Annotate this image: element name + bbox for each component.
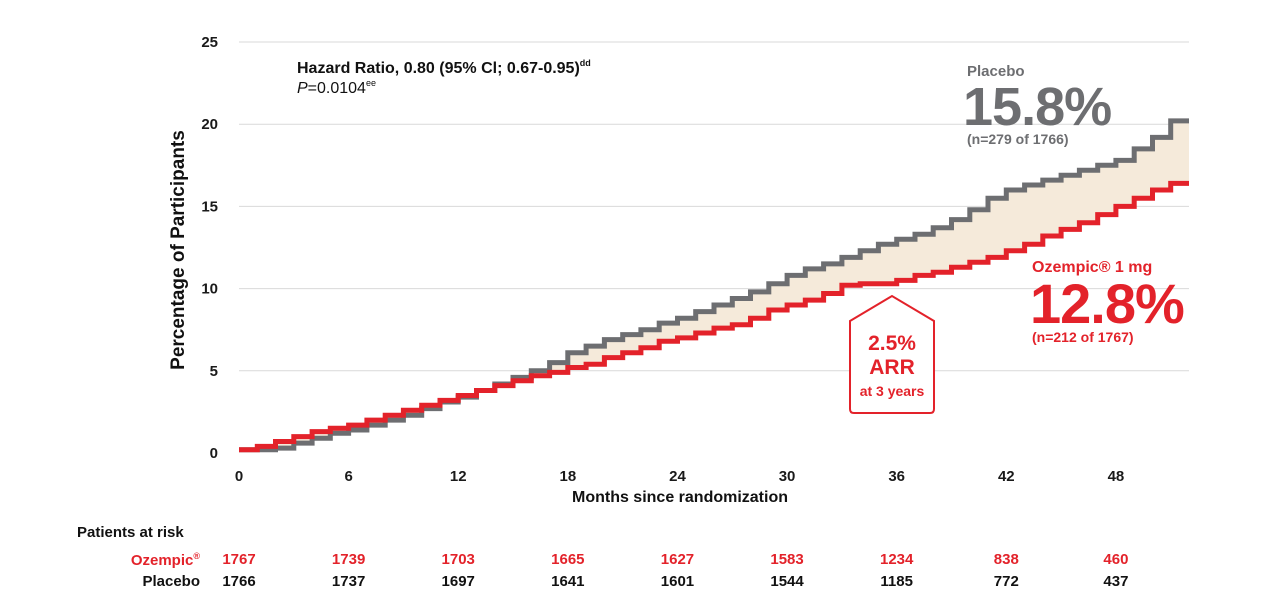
- at-risk-value: 1739: [331, 551, 366, 568]
- at-risk-value: 1601: [660, 573, 695, 590]
- at-risk-value: 1703: [441, 551, 475, 568]
- km-chart: 0 5 10 15 20 25 0 6 12 18 24 30 36 42 48 Percentage o…: [168, 34, 1189, 506]
- placebo-label: Placebo: [967, 63, 1025, 80]
- y-tick-label: 5: [210, 363, 218, 380]
- ozempic-percent: 12.8%: [1030, 272, 1184, 335]
- x-axis-label: Months since randomization: [572, 489, 788, 506]
- placebo-n: (n=279 of 1766): [967, 131, 1069, 147]
- hazard-ratio-sup: dd: [580, 58, 591, 68]
- at-risk-value: 460: [1103, 551, 1129, 568]
- at-risk-title: Patients at risk: [77, 524, 184, 541]
- at-risk-value: 1627: [660, 551, 695, 568]
- at-risk-value: 1766: [222, 573, 256, 590]
- at-risk-value: 1641: [551, 573, 585, 590]
- ozempic-line: [239, 180, 1189, 453]
- x-tick-label: 12: [450, 468, 467, 485]
- x-tick-label: 48: [1108, 468, 1125, 485]
- placebo-percent: 15.8%: [963, 77, 1111, 137]
- y-tick-label: 20: [201, 116, 218, 133]
- arr-label: ARR: [869, 356, 915, 379]
- at-risk-value: 437: [1103, 573, 1129, 590]
- x-tick-label: 42: [998, 468, 1015, 485]
- arr-value: 2.5%: [868, 332, 916, 355]
- y-axis-ticks: 0 5 10 15 20 25: [201, 34, 218, 462]
- at-risk-value: 1665: [551, 551, 585, 568]
- y-axis-label: Percentage of Participants: [168, 130, 189, 370]
- ozempic-label: Ozempic® 1 mg: [1032, 259, 1152, 276]
- at-risk-placebo-name: Placebo: [142, 573, 200, 590]
- x-tick-label: 6: [344, 468, 352, 485]
- at-risk-ozempic-sup: ®: [193, 551, 200, 561]
- p-letter: P: [297, 80, 308, 97]
- p-sup: ee: [366, 78, 376, 88]
- p-value-text: P=0.0104ee: [297, 78, 376, 97]
- arr-sub: at 3 years: [860, 383, 925, 399]
- hazard-ratio-value: Hazard Ratio, 0.80 (95% Cl; 0.67-0.95): [297, 60, 580, 77]
- at-risk-row-label-ozempic: Ozempic®: [75, 551, 200, 569]
- hazard-ratio-text: Hazard Ratio, 0.80 (95% Cl; 0.67-0.95)dd: [297, 58, 591, 77]
- at-risk-ozempic-name: Ozempic: [130, 552, 194, 569]
- ozempic-n: (n=212 of 1767): [1032, 329, 1134, 345]
- at-risk-value: 1185: [880, 573, 913, 590]
- y-tick-label: 10: [201, 281, 218, 298]
- at-risk-value: 1234: [880, 551, 914, 568]
- p-value: =0.0104: [308, 80, 366, 97]
- x-tick-label: 36: [888, 468, 905, 485]
- at-risk-value: 1583: [770, 551, 804, 568]
- series-lines: [239, 118, 1189, 453]
- x-axis-ticks: 0 6 12 18 24 30 36 42 48: [235, 468, 1124, 485]
- at-risk-row-label-placebo: Placebo: [75, 573, 200, 590]
- arr-callout-shape: [849, 294, 935, 414]
- placebo-line: [239, 118, 1189, 453]
- x-tick-label: 30: [779, 468, 796, 485]
- at-risk-value: 1697: [441, 573, 475, 590]
- y-tick-label: 15: [201, 198, 218, 215]
- y-tick-label: 0: [210, 445, 218, 462]
- x-tick-label: 24: [669, 468, 686, 485]
- at-risk-value: 1737: [331, 573, 366, 590]
- arr-callout: 2.5% ARR at 3 years: [849, 294, 935, 414]
- x-tick-label: 0: [235, 468, 243, 485]
- at-risk-value: 1767: [222, 551, 256, 568]
- gridlines: [239, 41, 1189, 372]
- x-tick-label: 18: [560, 468, 577, 485]
- at-risk-value: 838: [993, 551, 1019, 568]
- y-tick-label: 25: [201, 34, 218, 51]
- at-risk-value: 1544: [770, 573, 804, 590]
- at-risk-value: 772: [993, 573, 1019, 590]
